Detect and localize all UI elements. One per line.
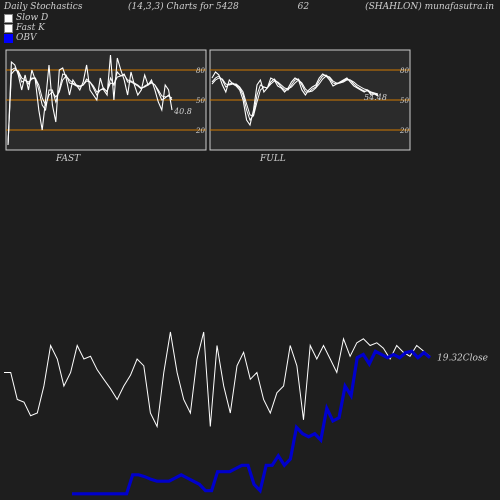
chart-header-params-text: (14,3,3) Charts for 5428: [128, 2, 239, 12]
chart-header-params: (14,3,3) Charts for 5428 62: [128, 2, 309, 12]
legend-label-fast-k: Fast K: [16, 23, 45, 33]
chart-header-title: Daily Stochastics: [4, 2, 83, 12]
series-signal: [7, 69, 173, 146]
last-value-label: 40.8: [173, 107, 192, 116]
series-price: [4, 331, 431, 429]
legend-swatch-fast-k: [4, 23, 13, 33]
legend-item-obv: OBV: [4, 33, 37, 43]
y-tick-label: 50: [196, 97, 205, 105]
legend-label-slow-d: Slow D: [16, 13, 49, 23]
legend-swatch-obv: [4, 33, 13, 43]
panel-full: 80 50 20 54.48 FULL: [209, 49, 411, 164]
last-value-label: 54.48: [364, 93, 387, 102]
series-fast-k: [7, 54, 173, 146]
legend-item-slow-d: Slow D: [4, 13, 48, 23]
y-tick-label: 50: [400, 97, 409, 105]
panel-fast: 80 50 20 40.8 FAST: [5, 49, 207, 164]
chart-header-code: 62: [297, 2, 310, 12]
y-tick-label: 80: [400, 67, 409, 75]
legend-item-fast-k: Fast K: [4, 23, 45, 33]
series-obv: [72, 349, 432, 496]
panel-title-fast: FAST: [55, 154, 81, 164]
close-value-label: 19.32Close: [437, 353, 488, 363]
series-full-k: [211, 71, 379, 127]
panel-title-full: FULL: [259, 154, 286, 164]
y-tick-label: 20: [195, 127, 205, 135]
chart-header-source: (SHAHLON) munafasutra.in: [365, 2, 494, 12]
legend-label-obv: OBV: [16, 33, 37, 43]
series-signal: [211, 75, 379, 117]
y-tick-label: 20: [399, 127, 409, 135]
panel-price-obv: 19.32Close: [4, 331, 488, 496]
y-tick-label: 80: [196, 67, 205, 75]
legend-swatch-slow-d: [4, 13, 13, 23]
